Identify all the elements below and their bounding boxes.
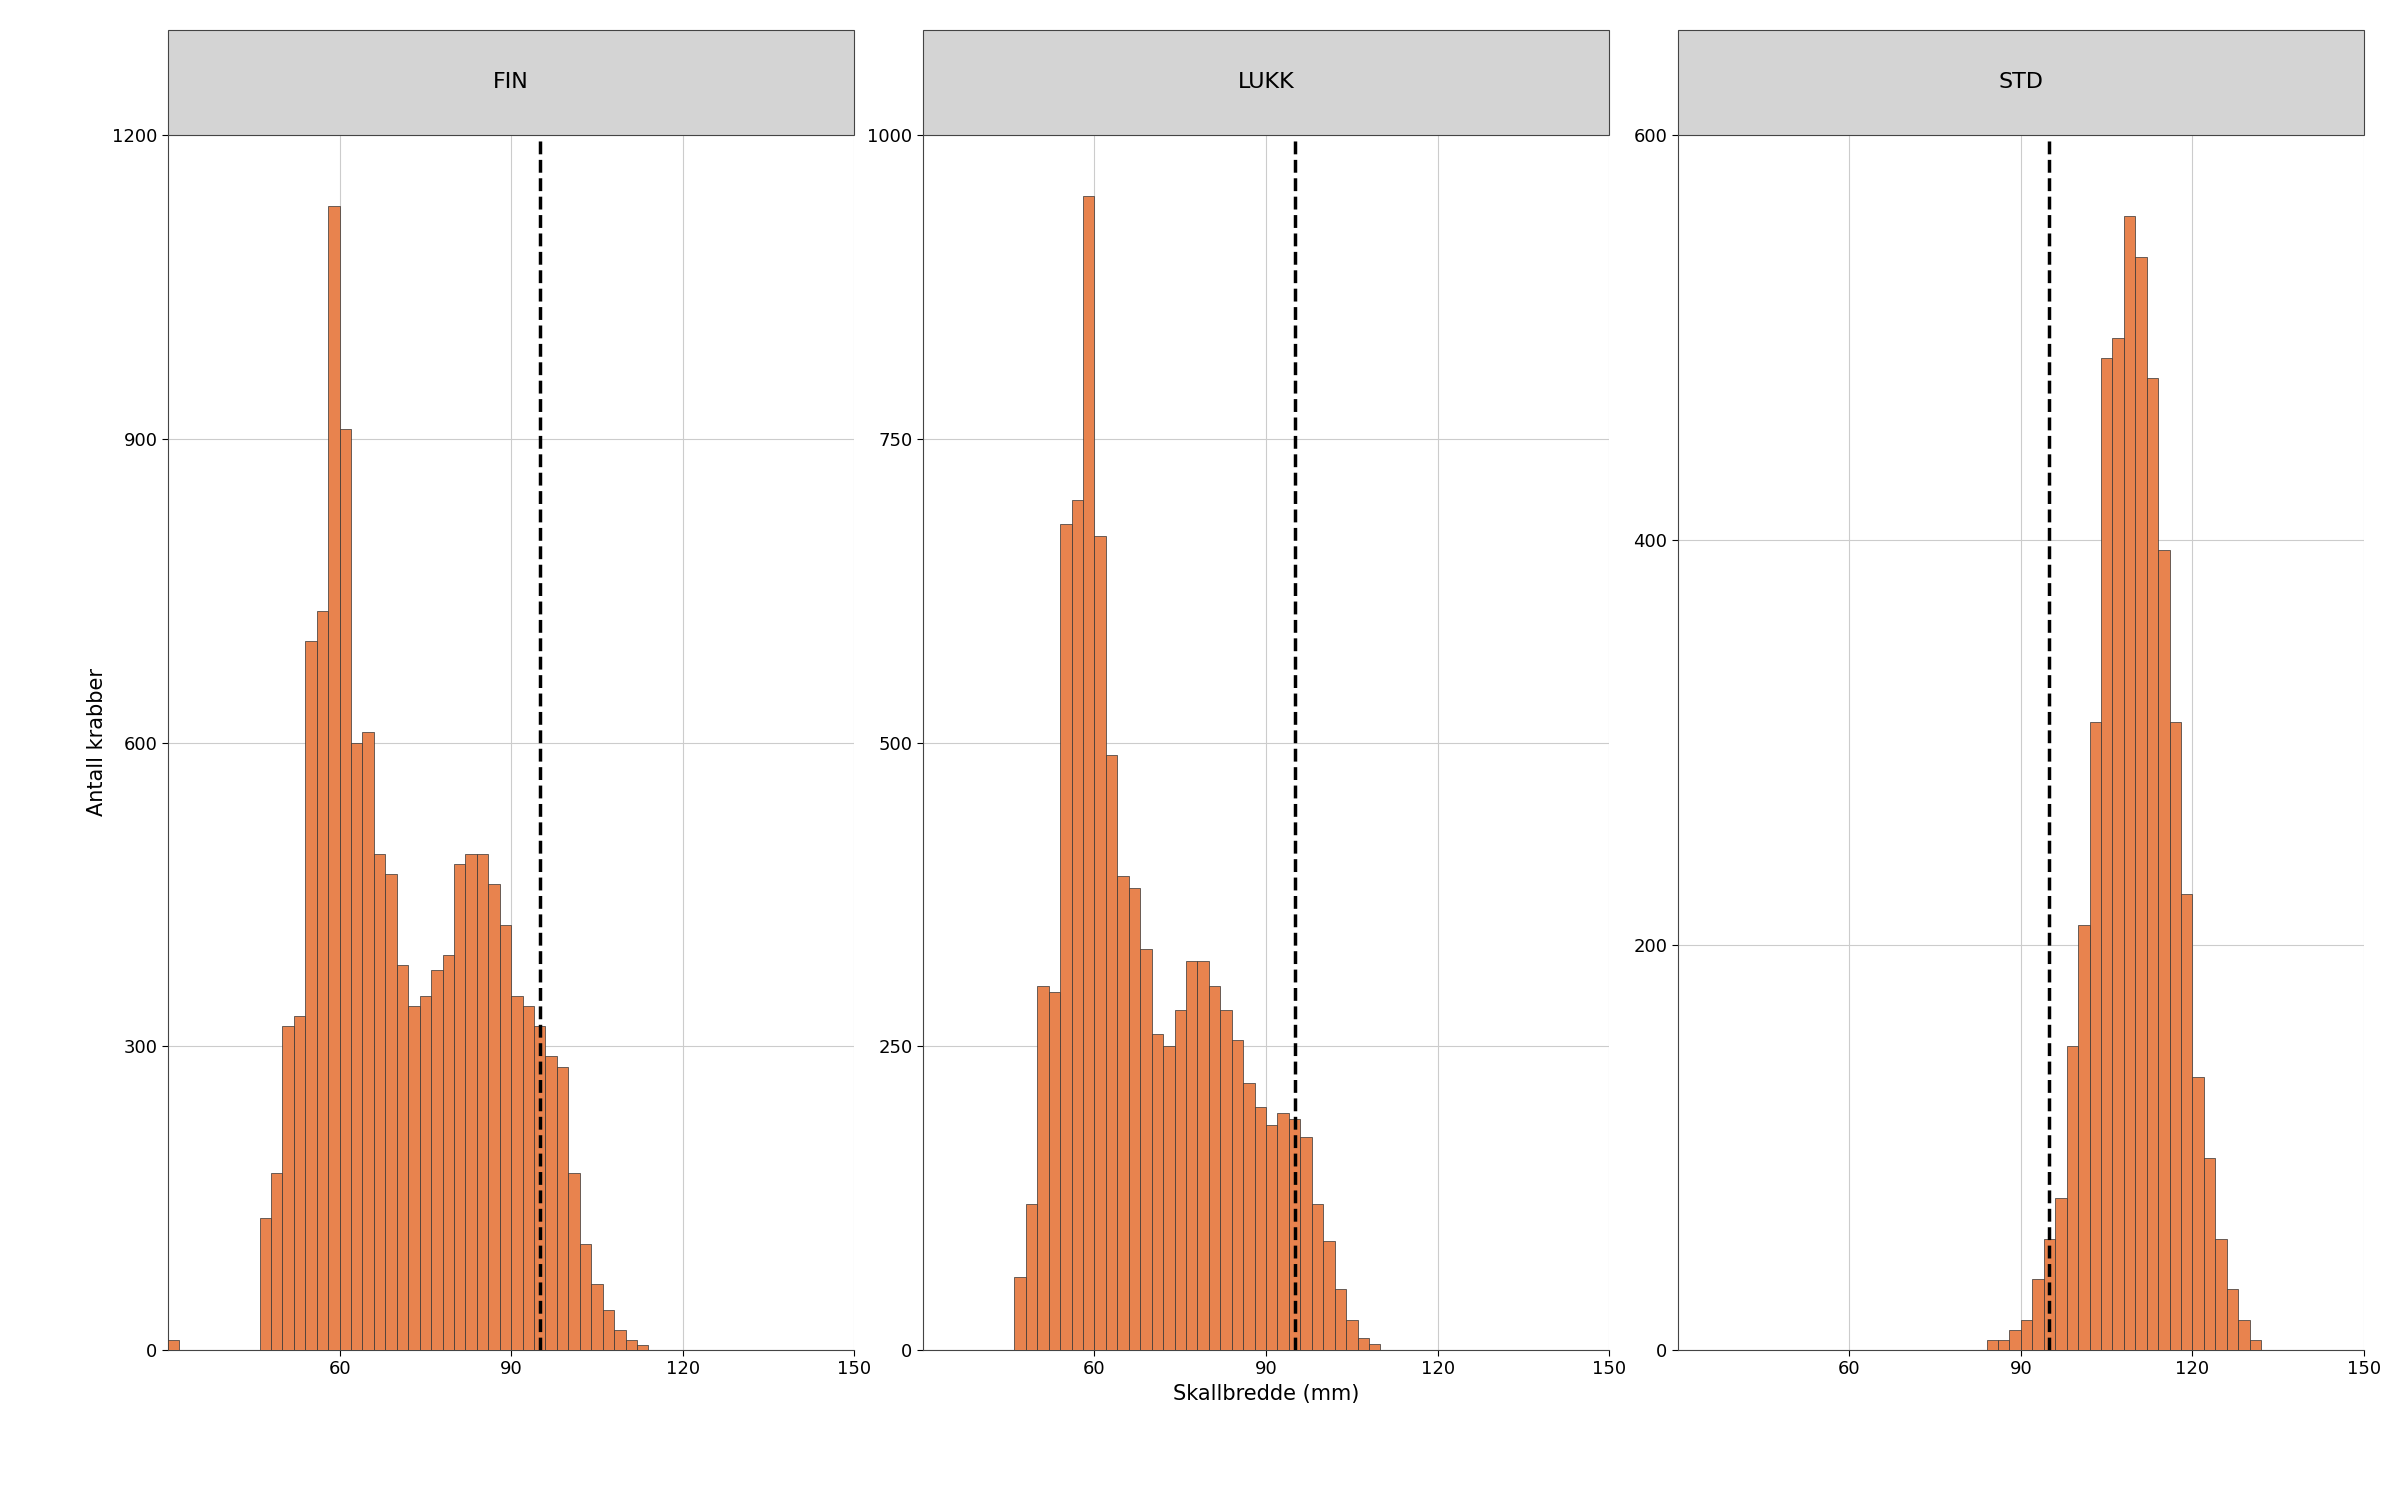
Bar bbox=[1152, 1034, 1164, 1350]
Text: LUKK: LUKK bbox=[1238, 72, 1294, 93]
Bar bbox=[338, 429, 350, 1350]
Bar bbox=[1037, 986, 1049, 1350]
Bar bbox=[1070, 500, 1082, 1350]
Bar bbox=[2158, 550, 2170, 1350]
Bar bbox=[1267, 1125, 1277, 1350]
Bar bbox=[1015, 1276, 1025, 1350]
Bar bbox=[168, 1340, 180, 1350]
Bar bbox=[545, 1056, 557, 1350]
Bar bbox=[487, 885, 499, 1350]
Bar bbox=[362, 732, 374, 1350]
X-axis label: Skallbredde (mm): Skallbredde (mm) bbox=[1174, 1384, 1358, 1404]
Bar bbox=[523, 1005, 533, 1350]
Bar bbox=[1301, 1137, 1313, 1350]
Text: FIN: FIN bbox=[494, 72, 528, 93]
Bar bbox=[499, 924, 511, 1350]
Bar bbox=[408, 1005, 420, 1350]
Bar bbox=[569, 1173, 581, 1350]
Text: STD: STD bbox=[1999, 72, 2042, 93]
Bar bbox=[1313, 1204, 1322, 1350]
Bar bbox=[432, 970, 442, 1350]
Bar bbox=[2239, 1320, 2249, 1350]
Bar bbox=[614, 1330, 626, 1350]
Bar bbox=[283, 1026, 293, 1350]
Bar bbox=[602, 1310, 614, 1350]
Bar bbox=[1219, 1010, 1231, 1350]
Bar bbox=[466, 853, 478, 1350]
Bar bbox=[293, 1016, 305, 1350]
Bar bbox=[1164, 1047, 1174, 1350]
Bar bbox=[1198, 962, 1210, 1350]
Bar bbox=[1231, 1040, 1243, 1350]
Bar bbox=[1094, 536, 1106, 1350]
Bar bbox=[1186, 962, 1198, 1350]
Bar bbox=[2021, 1320, 2033, 1350]
Bar bbox=[1082, 196, 1094, 1350]
Bar bbox=[2100, 358, 2112, 1350]
Bar bbox=[1174, 1010, 1186, 1350]
Bar bbox=[1049, 992, 1061, 1350]
Bar bbox=[2033, 1280, 2045, 1350]
Bar bbox=[1025, 1204, 1037, 1350]
Bar bbox=[1999, 1340, 2009, 1350]
Bar bbox=[1987, 1340, 1999, 1350]
Bar bbox=[2215, 1239, 2227, 1350]
Bar bbox=[442, 956, 454, 1350]
Bar bbox=[581, 1244, 590, 1350]
Bar bbox=[2078, 924, 2090, 1350]
Bar bbox=[2227, 1290, 2239, 1350]
Bar bbox=[1289, 1119, 1301, 1350]
Bar bbox=[1255, 1107, 1267, 1350]
Bar bbox=[2182, 894, 2194, 1350]
Bar bbox=[1358, 1338, 1368, 1350]
Bar bbox=[2203, 1158, 2215, 1350]
Bar bbox=[454, 864, 466, 1350]
Bar bbox=[533, 1026, 545, 1350]
Bar bbox=[2112, 338, 2124, 1350]
Bar bbox=[1322, 1240, 1334, 1350]
Bar bbox=[1106, 754, 1118, 1350]
Bar bbox=[511, 996, 523, 1350]
Bar bbox=[1277, 1113, 1289, 1350]
Bar bbox=[1243, 1083, 1255, 1350]
Bar bbox=[350, 742, 362, 1350]
Bar bbox=[1061, 524, 1070, 1350]
Bar bbox=[1210, 986, 1219, 1350]
Bar bbox=[2146, 378, 2158, 1350]
Bar bbox=[2066, 1047, 2078, 1350]
Y-axis label: Antall krabber: Antall krabber bbox=[86, 669, 106, 816]
Bar bbox=[420, 996, 432, 1350]
Bar bbox=[2136, 256, 2146, 1350]
Bar bbox=[636, 1346, 648, 1350]
Bar bbox=[626, 1340, 636, 1350]
Bar bbox=[1128, 888, 1140, 1350]
Bar bbox=[478, 853, 487, 1350]
Bar bbox=[259, 1218, 271, 1350]
Bar bbox=[374, 853, 386, 1350]
Bar bbox=[1346, 1320, 1358, 1350]
Bar bbox=[1368, 1344, 1380, 1350]
Bar bbox=[2090, 723, 2100, 1350]
Bar bbox=[2194, 1077, 2203, 1350]
Bar bbox=[2170, 723, 2182, 1350]
Bar bbox=[557, 1066, 569, 1350]
Bar bbox=[386, 874, 396, 1350]
Bar bbox=[329, 206, 338, 1350]
Bar bbox=[1334, 1290, 1346, 1350]
Bar bbox=[1118, 876, 1128, 1350]
Bar bbox=[396, 966, 408, 1350]
Bar bbox=[271, 1173, 283, 1350]
Bar bbox=[2045, 1239, 2054, 1350]
Bar bbox=[2009, 1330, 2021, 1350]
Bar bbox=[317, 610, 329, 1350]
Bar bbox=[1140, 950, 1152, 1350]
Bar bbox=[305, 642, 317, 1350]
Bar bbox=[2124, 216, 2136, 1350]
Bar bbox=[2054, 1198, 2066, 1350]
Bar bbox=[590, 1284, 602, 1350]
Bar bbox=[2249, 1340, 2261, 1350]
